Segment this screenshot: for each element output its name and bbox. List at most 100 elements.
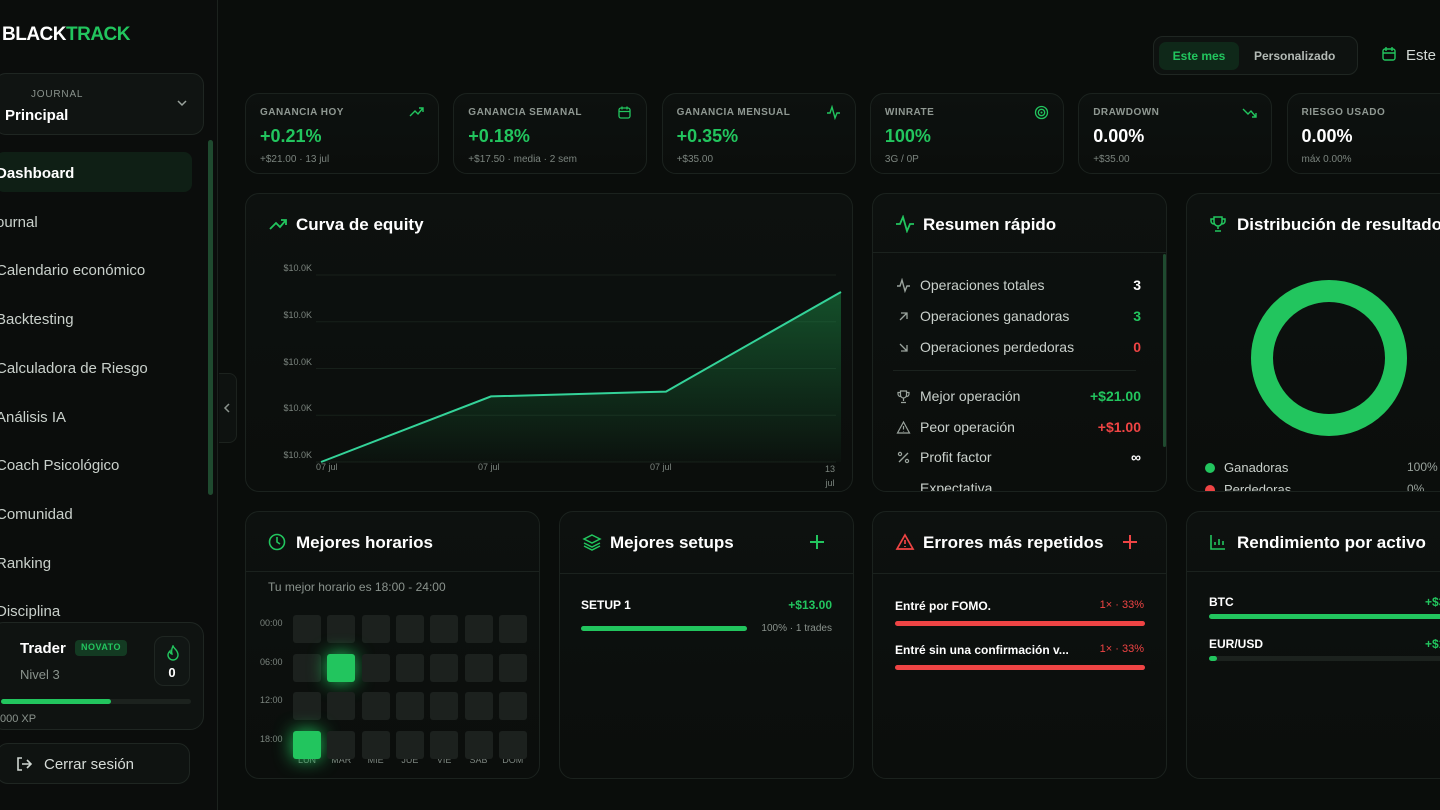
x-tick-label: 07 jul [478,462,500,472]
heatmap-cell[interactable] [498,615,527,643]
donut-slice-ganadoras[interactable] [1251,280,1407,436]
error-name[interactable]: Entré sin una confirmación v... [895,643,1069,657]
x-tick-label: 07 jul [650,462,672,472]
asset-name[interactable]: EUR/USD [1209,637,1264,651]
sidebar-item-2[interactable]: ournal [0,213,38,231]
heatmap-cell[interactable] [464,730,493,759]
sidebar-item-6[interactable]: Análisis IA [0,408,67,426]
stat-card[interactable]: GANANCIA HOY +0.21% +$21.00 · 13 jul [245,93,439,174]
error-progress-fill [895,665,1145,670]
stat-subtext: +$21.00 · 13 jul [260,154,330,165]
sidebar-item-9[interactable]: Ranking [0,554,52,572]
heatmap-cell[interactable] [498,692,527,720]
asset-progress-fill [1209,656,1218,661]
heatmap-cell[interactable] [361,653,390,682]
heatmap-cell[interactable] [361,692,390,720]
setup-progress-bar [581,626,747,631]
divider [893,370,1136,371]
error-name[interactable]: Entré por FOMO. [895,599,991,613]
day-label: MIÉ [367,755,384,765]
logout-button[interactable]: Cerrar sesión [0,743,190,784]
heatmap-cell[interactable] [361,730,390,759]
heatmap-cell[interactable] [464,692,493,720]
best-hours-subtitle: Tu mejor horario es 18:00 - 24:00 [268,580,446,594]
stat-card[interactable]: WINRATE 100% 3G / 0P [869,93,1064,174]
summary-row: Mejor operación +$21.00 [896,388,1141,408]
summary-row: Operaciones totales 3 [896,277,1141,297]
heatmap-cell[interactable] [327,692,356,720]
warning-icon [895,533,915,550]
stat-card[interactable]: RIESGO USADO 0.00% máx 0.00% [1286,93,1440,174]
arrow-down-right-icon [899,343,908,352]
best-setups-title: Mejores setups [610,533,734,552]
quick-summary-card: Resumen rápido Operaciones totales 3 Opera… [872,193,1167,492]
range-this-month-button[interactable]: Este mes [1159,42,1239,70]
heatmap-cell[interactable] [464,653,493,682]
day-label: DOM [502,755,524,765]
arrow-up-right-icon [899,312,908,321]
heatmap-cell[interactable] [464,615,493,643]
asset-name[interactable]: BTC [1209,595,1234,609]
sidebar-item-1[interactable]: Dashboard [0,152,192,192]
heatmap-cell[interactable] [293,615,321,643]
journal-selector[interactable]: JOURNAL Principal [0,73,204,135]
xp-progress-fill [1,699,112,704]
sidebar-scrollbar-thumb[interactable] [208,140,213,495]
heatmap-cell[interactable] [498,653,527,682]
setup-name[interactable]: SETUP 1 [581,598,631,612]
heatmap-cell[interactable] [293,653,321,682]
flame-icon [167,645,179,661]
sidebar-item-8[interactable]: Comunidad [0,505,73,523]
heatmap-cell[interactable] [498,730,527,759]
asset-progress-bar [1209,656,1440,661]
summary-row-label: Operaciones ganadoras [920,308,1070,324]
heatmap-cell[interactable] [293,730,321,759]
activity-icon [826,105,840,120]
add-setup-button[interactable] [809,534,825,550]
heatmap-cell[interactable] [361,615,390,643]
heatmap-cell[interactable] [327,615,356,643]
brand-logo[interactable]: BLACKTRACK [2,24,131,46]
target-icon [1034,105,1049,120]
hour-label: 06:00 [260,656,283,667]
heatmap-cell[interactable] [327,730,356,759]
streak-counter[interactable]: 0 [154,636,190,686]
heatmap-cell[interactable] [430,615,459,643]
xp-text: 000 XP [0,713,37,725]
sidebar-item-7[interactable]: Coach Psicológico [0,457,120,475]
sidebar-collapse-toggle[interactable] [219,373,237,443]
period-picker[interactable]: Este [1381,46,1436,66]
asset-progress-bar [1209,614,1440,619]
heatmap-cell[interactable] [395,692,424,720]
equity-area [321,292,841,462]
heatmap-cell[interactable] [430,730,459,759]
stat-card[interactable]: DRAWDOWN 0.00% +$35.00 [1078,93,1273,174]
heatmap-cell[interactable] [395,730,424,759]
distribution-donut-chart [1251,280,1407,436]
stat-subtext: máx 0.00% [1301,154,1352,165]
chevron-down-icon [177,100,187,107]
stat-value: 100% [884,126,931,146]
stat-card[interactable]: GANANCIA MENSUAL +0.35% +$35.00 [661,93,856,174]
calendar-icon [1382,47,1396,61]
heatmap-cell[interactable] [430,692,459,720]
day-label: LUN [297,755,316,765]
heatmap-cell[interactable] [395,615,424,643]
day-label: VIE [436,755,452,765]
heatmap-cell[interactable] [327,653,356,682]
heatmap-cell[interactable] [430,653,459,682]
add-error-button[interactable] [1122,534,1138,550]
heatmap-cell[interactable] [293,692,321,720]
heatmap-cell[interactable] [395,653,424,682]
user-card[interactable]: Trader NOVATO Nivel 3 0 [0,622,204,730]
sidebar-item-5[interactable]: Calculadora de Riesgo [0,359,148,377]
sidebar-item-3[interactable]: Calendario económico [0,262,146,280]
stat-label: GANANCIA SEMANAL [468,107,583,118]
sidebar-item-10[interactable]: Disciplina [0,603,61,621]
user-rank-badge: NOVATO [75,640,128,656]
stat-card[interactable]: GANANCIA SEMANAL +0.18% +$17.50 · media · … [453,93,648,174]
date-range-toggle: Este mes Personalizado [1153,36,1358,75]
sidebar-item-4[interactable]: Backtesting [0,311,74,329]
range-custom-button[interactable]: Personalizado [1254,49,1336,63]
summary-scrollbar[interactable] [1163,254,1166,447]
